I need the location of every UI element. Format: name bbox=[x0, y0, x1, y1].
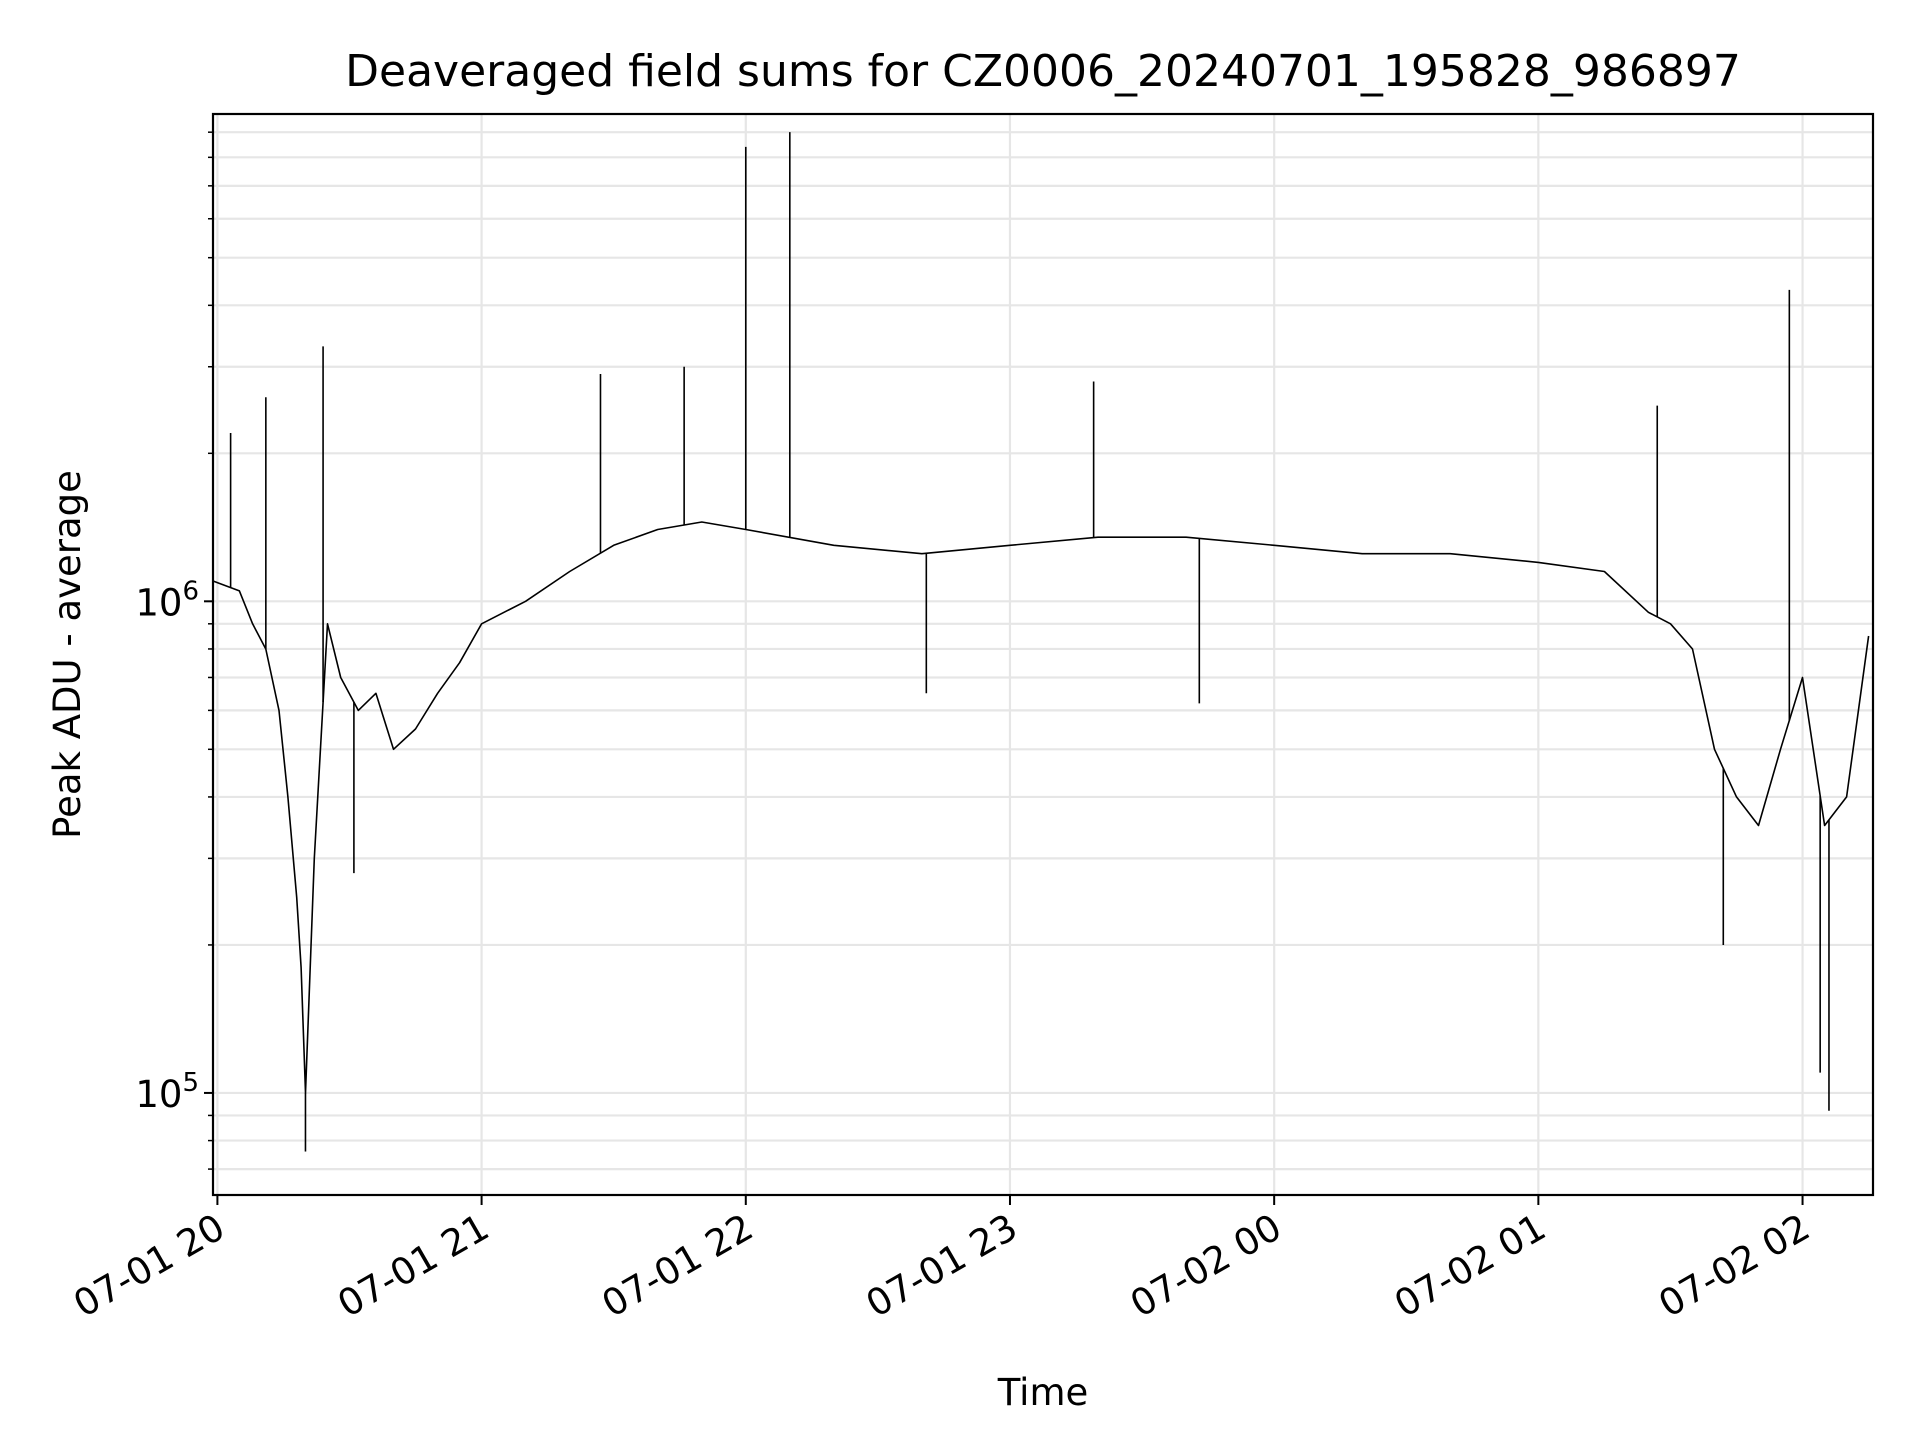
series-line bbox=[212, 521, 1870, 1094]
y-tick-label: 106 bbox=[135, 576, 199, 624]
plot-frame bbox=[211, 112, 1875, 1197]
y-axis-label: Peak ADU - average bbox=[46, 470, 89, 839]
chart-title: Deaveraged field sums for CZ0006_2024070… bbox=[345, 46, 1741, 97]
y-tick-label: 105 bbox=[135, 1068, 199, 1116]
series-group bbox=[212, 132, 1870, 1152]
x-axis-label: Time bbox=[997, 1371, 1089, 1414]
grid bbox=[213, 114, 1873, 1195]
